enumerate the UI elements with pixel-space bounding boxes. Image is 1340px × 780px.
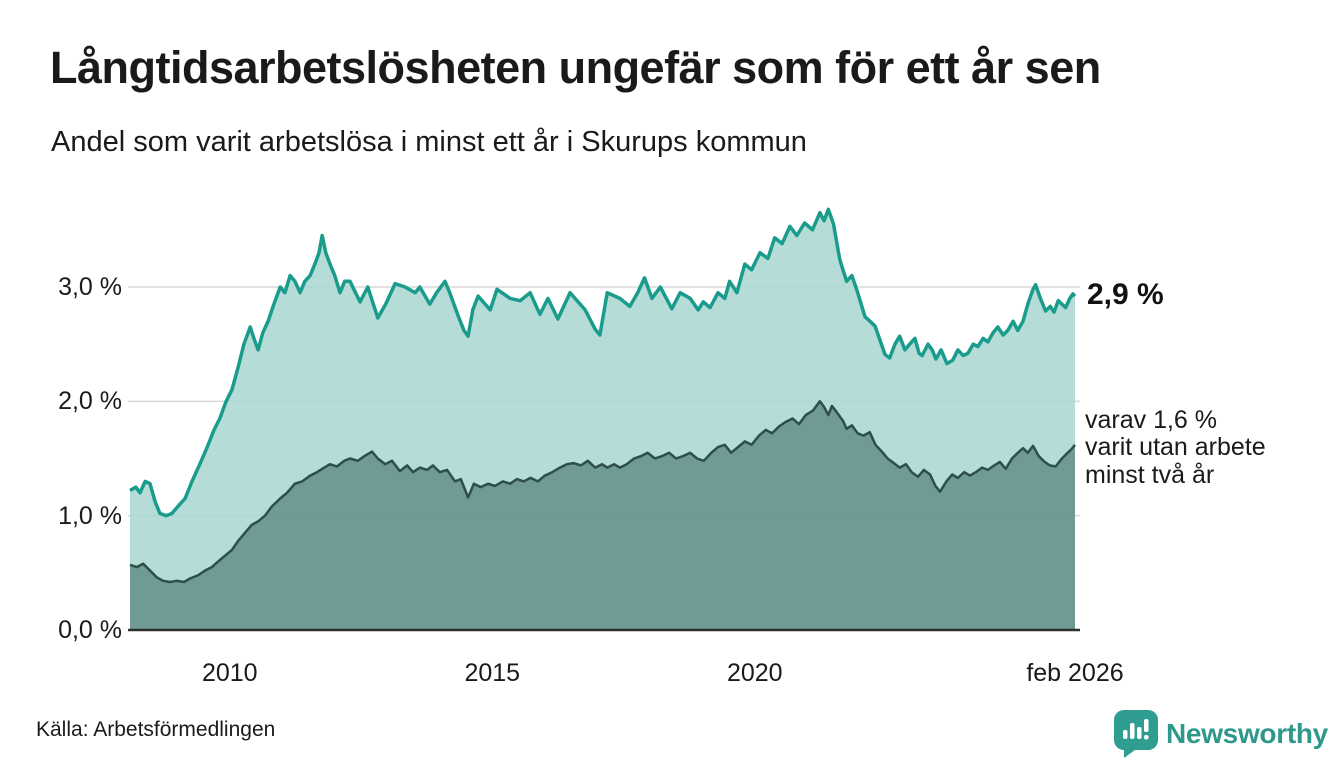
y-tick-label: 0,0 % bbox=[58, 616, 122, 644]
series-areas bbox=[129, 207, 1077, 631]
x-tick-label: 2015 bbox=[464, 659, 521, 687]
y-tick-label: 3,0 % bbox=[58, 273, 122, 301]
y-tick-label: 1,0 % bbox=[58, 501, 122, 530]
source-note: Källa: Arbetsförmedlingen bbox=[36, 718, 276, 741]
total-value-label: 2,9 % bbox=[1087, 278, 1164, 312]
chart-subtitle: Andel som varit arbetslösa i minst ett å… bbox=[51, 126, 807, 158]
secondary-value-label: varav 1,6 % varit utan arbete minst två … bbox=[1085, 405, 1266, 489]
series-area-1 bbox=[130, 401, 1075, 630]
newsworthy-bubble-chart-icon bbox=[1114, 710, 1158, 758]
x-tick-label: 2010 bbox=[201, 659, 258, 687]
y-tick-label: 2,0 % bbox=[58, 387, 122, 416]
series-line-1 bbox=[129, 400, 1076, 584]
newsworthy-logo[interactable]: Newsworthy bbox=[1114, 710, 1328, 758]
series-line-0 bbox=[129, 207, 1077, 518]
chart-title: Långtidsarbetslösheten ungefär som för e… bbox=[50, 42, 1101, 93]
x-tick-label: feb 2026 bbox=[1026, 659, 1124, 687]
x-tick-label: 2020 bbox=[726, 659, 783, 687]
newsworthy-wordmark: Newsworthy bbox=[1166, 718, 1328, 749]
